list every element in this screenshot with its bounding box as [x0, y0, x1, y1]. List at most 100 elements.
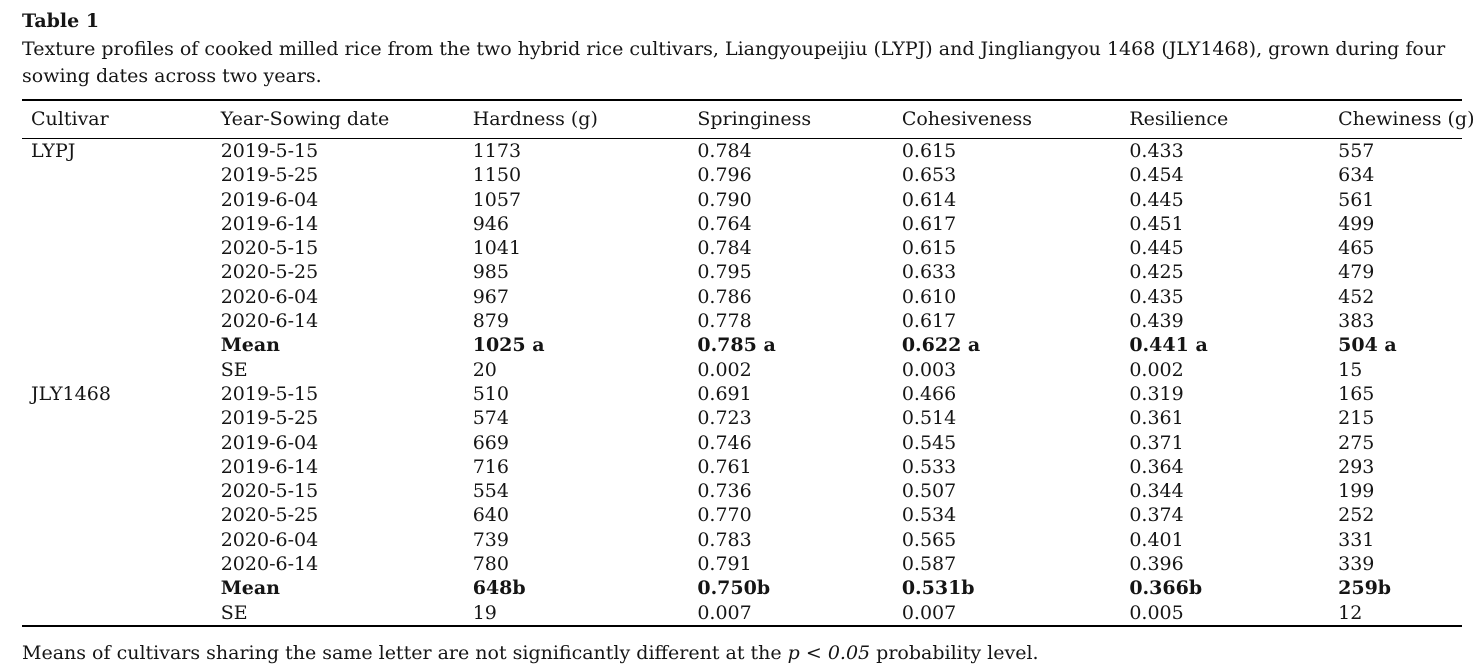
cell-cohesiveness: 0.565	[901, 528, 957, 551]
cell-springiness: 0.785 a	[697, 334, 776, 357]
cell-springiness: 0.750b	[697, 577, 771, 600]
table-row: 2020-5-15 1041 0.784 0.615 0.445 465	[22, 236, 1462, 260]
cell-date: 2019-5-15	[220, 140, 319, 162]
cell-chewiness: 252	[1338, 504, 1375, 527]
cell-chewiness: 383	[1338, 310, 1375, 333]
cell-cultivar	[22, 406, 221, 430]
cell-hardness: 574	[472, 407, 509, 430]
table-row: SE 19 0.007 0.007 0.005 12	[22, 601, 1462, 626]
cell-cohesiveness: 0.614	[901, 188, 957, 211]
table-row: JLY1468 2019-5-15 510 0.691 0.466 0.319 165	[22, 382, 1462, 406]
cell-cohesiveness: 0.466	[901, 382, 957, 405]
table-row: 2020-5-25 985 0.795 0.633 0.425 479	[22, 260, 1462, 284]
table-label: Table 1	[22, 10, 100, 32]
cell-date: SE	[220, 358, 248, 381]
cell-date: 2019-6-04	[220, 431, 319, 454]
texture-profile-table: Cultivar Year-Sowing date Hardness (g) S…	[22, 99, 1475, 627]
cell-cohesiveness: 0.003	[901, 358, 957, 381]
cell-date: 2019-5-25	[220, 164, 319, 187]
cell-cohesiveness: 0.514	[901, 407, 957, 430]
cell-date: 2020-6-04	[220, 528, 319, 551]
column-header-springiness: Springiness	[697, 108, 812, 130]
cell-resilience: 0.435	[1129, 285, 1184, 308]
cell-cultivar	[22, 479, 221, 503]
table-row: 2019-5-25 1150 0.796 0.653 0.454 634	[22, 163, 1462, 187]
cell-chewiness: 331	[1338, 528, 1375, 551]
cell-date: 2019-6-14	[220, 212, 319, 235]
table-row: 2019-6-14 716 0.761 0.533 0.364 293	[22, 455, 1462, 479]
cell-chewiness: 215	[1338, 407, 1375, 430]
cell-cohesiveness: 0.617	[901, 310, 957, 333]
cell-chewiness: 561	[1338, 188, 1375, 211]
cell-chewiness: 465	[1338, 237, 1375, 260]
table-row: Mean 648b 0.750b 0.531b 0.366b 259b	[22, 576, 1462, 600]
cell-hardness: 739	[472, 528, 509, 551]
cell-hardness: 19	[472, 601, 497, 624]
table-row: Mean 1025 a 0.785 a 0.622 a 0.441 a 504 a	[22, 333, 1462, 357]
cell-resilience: 0.005	[1129, 601, 1184, 624]
cell-resilience: 0.433	[1129, 140, 1184, 162]
cell-chewiness: 634	[1338, 164, 1375, 187]
cell-cohesiveness: 0.615	[901, 237, 957, 260]
cell-cultivar	[22, 455, 221, 479]
cell-date: 2019-6-14	[220, 455, 319, 478]
cell-date: SE	[220, 601, 248, 624]
cell-springiness: 0.783	[697, 528, 752, 551]
cell-chewiness: 557	[1338, 140, 1375, 162]
cell-date: Mean	[220, 577, 280, 600]
cell-resilience: 0.361	[1129, 407, 1184, 430]
column-header-resilience: Resilience	[1129, 108, 1229, 130]
cell-cultivar	[22, 309, 221, 333]
cell-cohesiveness: 0.007	[901, 601, 957, 624]
cell-date: 2020-5-25	[220, 261, 319, 284]
cell-resilience: 0.344	[1129, 480, 1184, 503]
cell-resilience: 0.364	[1129, 455, 1184, 478]
cell-resilience: 0.401	[1129, 528, 1184, 551]
cell-springiness: 0.770	[697, 504, 752, 527]
table-row: 2020-6-04 967 0.786 0.610 0.435 452	[22, 285, 1462, 309]
cell-resilience: 0.451	[1129, 212, 1184, 235]
cell-cultivar	[22, 358, 221, 382]
table-header-row: Cultivar Year-Sowing date Hardness (g) S…	[22, 100, 1475, 139]
cell-chewiness: 15	[1338, 358, 1363, 381]
cell-springiness: 0.002	[697, 358, 752, 381]
table-caption: Texture profiles of cooked milled rice f…	[22, 38, 1446, 87]
cell-hardness: 1173	[472, 140, 522, 162]
cell-date: Mean	[220, 334, 280, 357]
cell-chewiness: 275	[1338, 431, 1375, 454]
cell-chewiness: 165	[1338, 382, 1375, 405]
cell-chewiness: 293	[1338, 455, 1375, 478]
cell-cultivar	[22, 431, 221, 455]
cell-hardness: 669	[472, 431, 509, 454]
column-header-hardness: Hardness (g)	[472, 108, 598, 130]
cell-cohesiveness: 0.633	[901, 261, 957, 284]
cell-springiness: 0.784	[697, 237, 752, 260]
table-row: SE 20 0.002 0.003 0.002 15	[22, 358, 1462, 382]
cell-cohesiveness: 0.534	[901, 504, 957, 527]
cell-resilience: 0.425	[1129, 261, 1184, 284]
footnote-emphasis: p < 0.05	[787, 641, 871, 664]
cell-hardness: 1041	[472, 237, 522, 260]
column-header-cohesiveness: Cohesiveness	[901, 108, 1033, 130]
column-header-date: Year-Sowing date	[220, 108, 390, 130]
cell-cultivar: LYPJ	[31, 140, 76, 162]
cell-chewiness: 259b	[1338, 577, 1392, 600]
cell-springiness: 0.761	[697, 455, 752, 478]
cell-springiness: 0.736	[697, 480, 752, 503]
table-row: 2019-6-04 669 0.746 0.545 0.371 275	[22, 431, 1462, 455]
cell-cultivar	[22, 285, 221, 309]
cell-cohesiveness: 0.615	[901, 140, 957, 162]
cell-cohesiveness: 0.587	[901, 553, 957, 576]
cell-hardness: 1150	[472, 164, 522, 187]
cell-hardness: 985	[472, 261, 509, 284]
cell-resilience: 0.366b	[1129, 577, 1203, 600]
cell-hardness: 510	[472, 382, 509, 405]
cell-cultivar	[22, 163, 221, 187]
cell-hardness: 879	[472, 310, 509, 333]
cell-chewiness: 199	[1338, 480, 1375, 503]
cell-cultivar	[22, 212, 221, 236]
cell-hardness: 20	[472, 358, 497, 381]
cell-chewiness: 504 a	[1338, 334, 1397, 357]
cell-springiness: 0.790	[697, 188, 752, 211]
